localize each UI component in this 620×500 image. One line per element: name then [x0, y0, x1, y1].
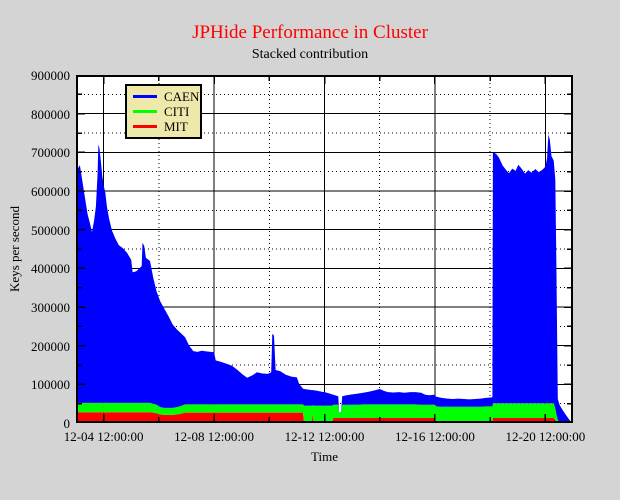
x-axis-label: Time: [311, 449, 338, 464]
legend-label: CITI: [164, 104, 190, 119]
x-tick-label: 12-16 12:00:00: [395, 429, 475, 444]
y-tick-label: 100000: [31, 377, 70, 393]
y-tick-label: 600000: [31, 184, 70, 199]
area-MIT: [76, 412, 573, 423]
legend-swatch: [133, 125, 157, 128]
chart-subtitle: Stacked contribution: [251, 47, 369, 62]
y-tick-label: 400000: [31, 261, 70, 277]
x-tick-label: 12-08 12:00:00: [174, 429, 254, 444]
y-tick-label: 700000: [31, 145, 70, 161]
y-tick-label: 900000: [31, 68, 70, 83]
y-tick-label: 0: [63, 416, 71, 431]
y-tick-label: 800000: [31, 106, 70, 122]
x-tick-label: 12-04 12:00:00: [63, 429, 144, 444]
x-tick-label: 12-20 12:00:00: [505, 429, 586, 444]
area-CAEN: [76, 134, 573, 423]
legend-item: CITI: [127, 104, 200, 119]
legend-swatch: [133, 95, 157, 98]
area-CITI: [76, 402, 573, 423]
plot-area: [76, 74, 573, 424]
legend-swatch: [133, 110, 157, 113]
legend-item: CAEN: [127, 89, 200, 104]
legend-label: MIT: [164, 119, 188, 134]
legend-label: CAEN: [164, 89, 200, 104]
x-tick-label: 12-12 12:00:00: [284, 429, 365, 444]
y-tick-label: 300000: [31, 300, 70, 315]
legend-item: MIT: [127, 119, 200, 134]
chart-svg: [76, 74, 573, 424]
y-tick-label: 500000: [31, 222, 70, 238]
legend: CAEN CITI MIT: [125, 84, 202, 139]
y-tick-label: 200000: [31, 338, 70, 354]
y-axis-label: Keys per second: [7, 206, 22, 292]
page-title: JPHide Performance in Cluster: [192, 22, 428, 43]
